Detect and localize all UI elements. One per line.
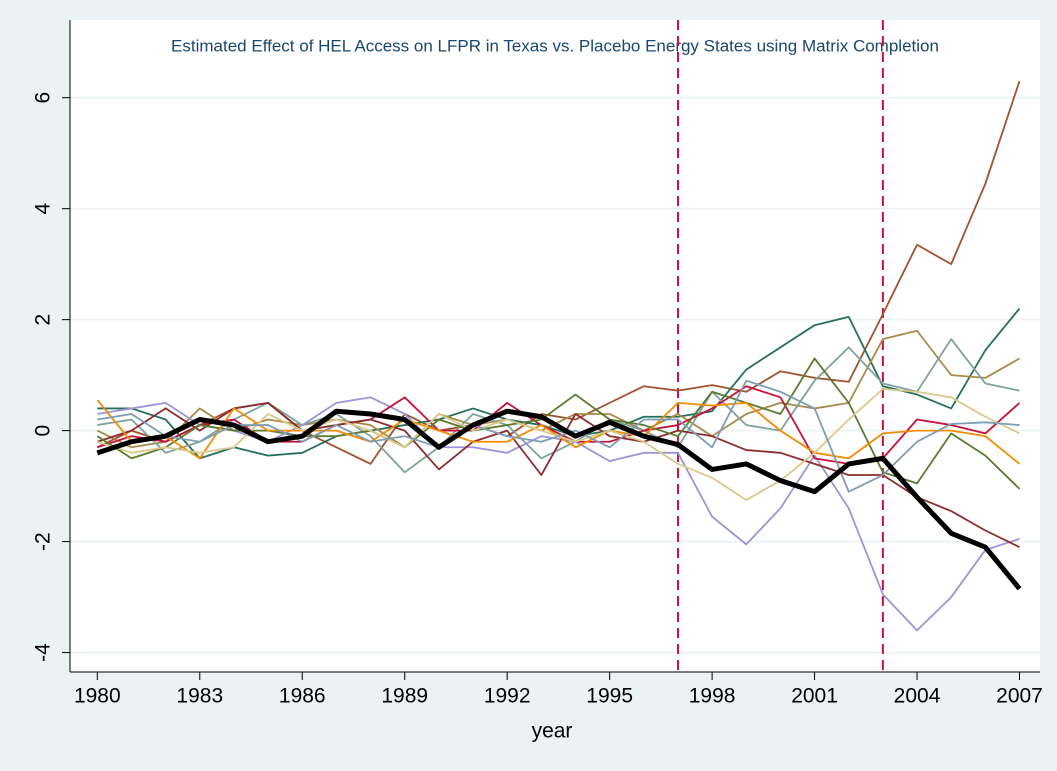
x-tick-label: 1995 (586, 685, 633, 708)
y-tick-label: 6 (32, 92, 55, 104)
plot-region (70, 20, 1040, 672)
x-tick-label: 1983 (176, 685, 223, 708)
y-tick-label: 0 (32, 425, 55, 437)
x-tick-label: 2007 (996, 685, 1043, 708)
x-tick-label: 1992 (484, 685, 531, 708)
x-tick-label: 1989 (381, 685, 428, 708)
series-line (97, 379, 1020, 493)
x-tick-label: 1998 (689, 685, 736, 708)
series-line (97, 307, 1021, 460)
series-line (97, 338, 1020, 474)
chart-title: Estimated Effect of HEL Access on LFPR i… (171, 36, 939, 55)
y-tick-label: -2 (32, 532, 55, 551)
x-tick-label: 2004 (894, 685, 941, 708)
y-tick-label: 2 (32, 314, 55, 326)
x-tick-label: 1986 (279, 685, 326, 708)
series-line (96, 408, 1022, 591)
series-line (97, 401, 1020, 548)
x-axis-label: year (532, 720, 573, 743)
x-tick-label: 1980 (74, 685, 121, 708)
y-tick-label: 4 (32, 203, 55, 215)
y-tick-label: -4 (32, 643, 55, 662)
x-tick-label: 2001 (791, 685, 838, 708)
